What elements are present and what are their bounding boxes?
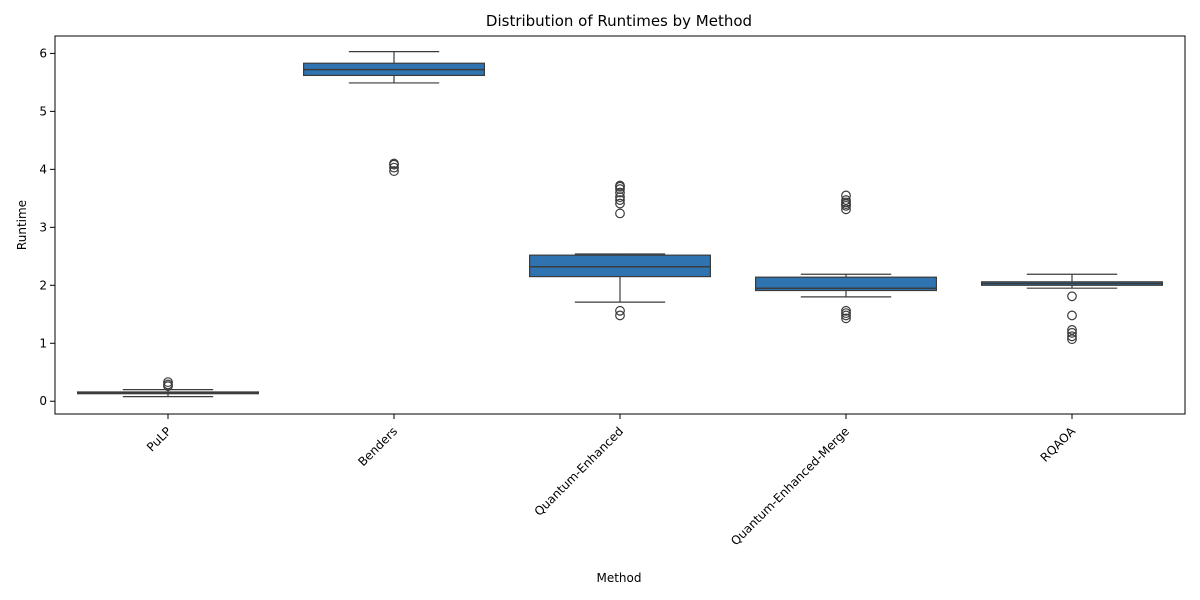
outlier-point xyxy=(615,180,625,191)
outlier-point xyxy=(1067,334,1077,345)
plot-frame xyxy=(54,35,1186,415)
outlier-point xyxy=(389,166,399,176)
outlier-point xyxy=(615,208,625,219)
y-tick-label: 6 xyxy=(39,46,47,60)
y-tick-label: 5 xyxy=(39,104,47,118)
x-tick-label: Benders xyxy=(355,424,400,469)
y-axis-label: Runtime xyxy=(15,200,29,250)
iqr-box xyxy=(754,276,937,292)
outlier-point xyxy=(389,158,399,169)
box-group xyxy=(303,51,486,176)
outlier-point xyxy=(615,187,625,198)
x-tick-label: Quantum-Enhanced-Merge xyxy=(728,424,852,548)
y-tick-label: 2 xyxy=(39,278,47,292)
y-tick-label: 0 xyxy=(39,394,47,408)
outlier-point xyxy=(1067,310,1077,321)
x-tick-label: Quantum-Enhanced xyxy=(532,424,627,519)
y-axis: 0 1 2 3 4 5 6 xyxy=(39,46,55,408)
outlier-point xyxy=(389,162,399,173)
outlier-point xyxy=(615,195,625,205)
box-group xyxy=(980,273,1163,345)
box-group xyxy=(754,190,937,324)
outlier-point xyxy=(615,198,625,209)
outlier-point xyxy=(841,305,851,316)
chart-title: Distribution of Runtimes by Method xyxy=(486,12,752,30)
x-axis: PuLP Benders Quantum-Enhanced Quantum-Enhan… xyxy=(144,414,1079,548)
outlier-point xyxy=(1067,291,1077,302)
outlier-point xyxy=(1067,327,1077,338)
box-group xyxy=(76,377,260,398)
outlier-point xyxy=(841,204,851,215)
box-group xyxy=(528,180,711,321)
outlier-point xyxy=(615,305,625,316)
outlier-point xyxy=(841,190,851,201)
plot-area xyxy=(76,51,1163,398)
x-tick-label: PuLP xyxy=(144,424,174,454)
y-tick-label: 1 xyxy=(39,336,47,350)
y-tick-label: 3 xyxy=(39,220,47,234)
outlier-point xyxy=(163,377,173,388)
x-tick-label: RQAOA xyxy=(1038,424,1079,465)
iqr-box xyxy=(528,254,711,278)
outlier-point xyxy=(1067,331,1077,342)
outlier-point xyxy=(841,313,851,324)
x-axis-label: Method xyxy=(596,571,641,585)
outlier-point xyxy=(615,310,625,321)
outlier-point xyxy=(841,195,851,205)
y-tick-label: 4 xyxy=(39,162,47,176)
outlier-point xyxy=(1067,325,1077,335)
